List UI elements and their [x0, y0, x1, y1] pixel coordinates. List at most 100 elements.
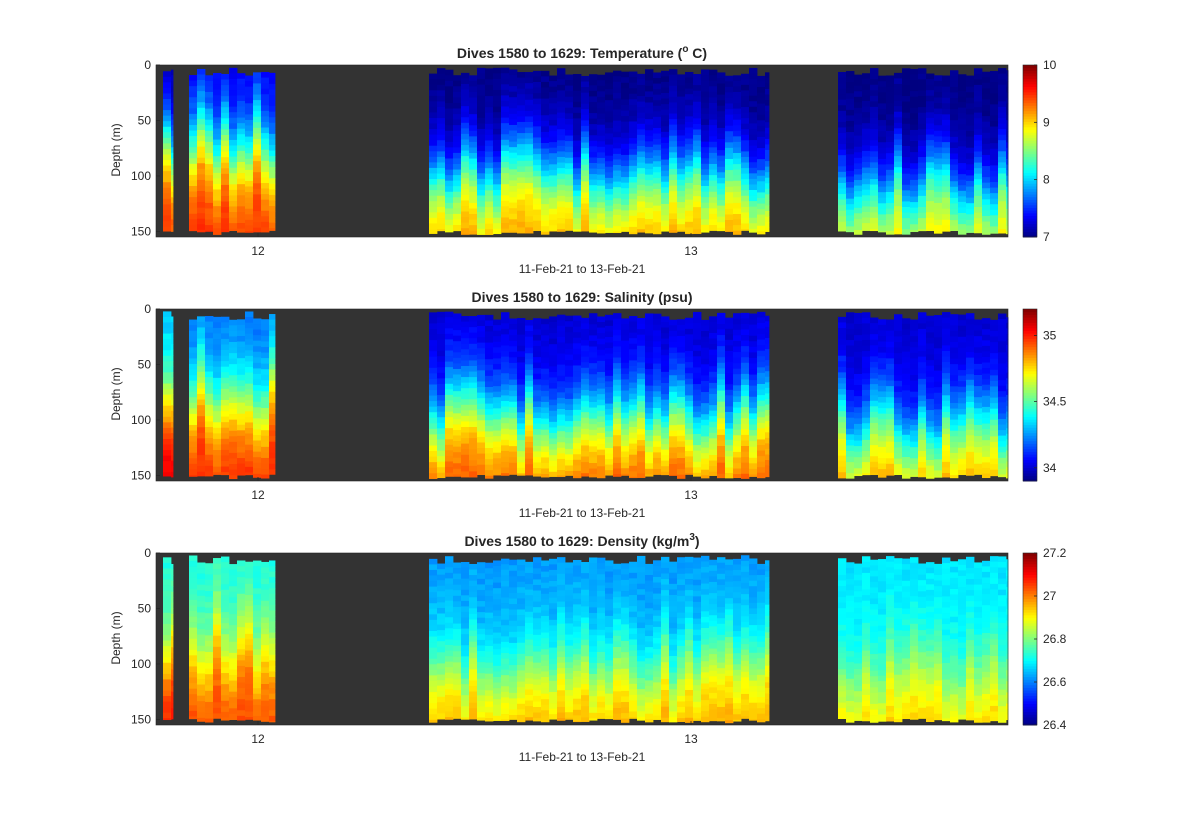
heatmap-cell [886, 164, 895, 171]
heatmap-cell [629, 88, 638, 95]
heatmap-cell [589, 140, 598, 147]
heatmap-cell [637, 473, 646, 478]
heatmap-cell [677, 347, 686, 353]
heatmap-cell [693, 146, 702, 153]
heatmap-cell [669, 325, 678, 332]
heatmap-cell [261, 413, 270, 420]
heatmap-cell [573, 343, 582, 350]
profile-column [846, 312, 855, 479]
heatmap-cell [253, 440, 262, 447]
heatmap-cell [733, 208, 742, 215]
heatmap-cell [485, 129, 494, 136]
heatmap-cell [701, 453, 710, 460]
heatmap-cell [846, 226, 855, 233]
heatmap-cell [229, 402, 238, 409]
heatmap-cell [171, 663, 174, 670]
heatmap-cell [565, 410, 574, 416]
heatmap-cell [870, 406, 879, 413]
heatmap-cell [757, 153, 766, 160]
heatmap-cell [581, 114, 590, 121]
profile-column [725, 317, 734, 479]
heatmap-cell [517, 166, 526, 173]
heatmap-cell [171, 125, 174, 132]
heatmap-cell [942, 142, 951, 149]
heatmap-cell [693, 417, 702, 424]
heatmap-cell [765, 376, 770, 383]
heatmap-cell [1006, 444, 1009, 451]
heatmap-cell [229, 464, 238, 470]
heatmap-cell [605, 464, 614, 471]
heatmap-cell [701, 441, 710, 448]
heatmap-cell [693, 107, 702, 114]
heatmap-cell [910, 68, 919, 75]
heatmap-cell [870, 84, 879, 91]
heatmap-cell [245, 230, 254, 233]
heatmap-cell [1006, 356, 1009, 363]
heatmap-cell [261, 227, 270, 233]
heatmap-cell [429, 401, 438, 408]
colorbar-step [1023, 65, 1037, 69]
profile-column [733, 75, 742, 235]
heatmap-cell [453, 114, 462, 120]
heatmap-cell [163, 226, 172, 232]
heatmap-cell [982, 334, 991, 341]
colorbar-step [1023, 429, 1037, 434]
x-tick-label: 12 [251, 244, 265, 258]
heatmap-cell [862, 340, 871, 346]
heatmap-cell [934, 108, 943, 115]
heatmap-cell [485, 475, 494, 479]
heatmap-cell [862, 373, 871, 380]
heatmap-cell [709, 219, 718, 226]
heatmap-cell [757, 203, 766, 210]
profile-column [838, 316, 847, 479]
heatmap-cell [581, 203, 590, 210]
heatmap-cell [613, 368, 622, 375]
heatmap-cell [581, 153, 590, 160]
heatmap-cell [221, 196, 230, 202]
heatmap-cell [693, 218, 702, 225]
heatmap-cell [998, 129, 1007, 136]
heatmap-cell [613, 115, 622, 122]
heatmap-cell [163, 400, 172, 407]
heatmap-cell [765, 471, 770, 478]
heatmap-cell [717, 473, 726, 479]
heatmap-cell [573, 118, 582, 125]
heatmap-cell [669, 347, 678, 354]
heatmap-cell [990, 408, 999, 415]
heatmap-cell [565, 218, 574, 225]
heatmap-cell [661, 333, 670, 340]
heatmap-cell [701, 458, 710, 465]
heatmap-cell [926, 217, 935, 224]
heatmap-cell [621, 77, 630, 84]
heatmap-cell [549, 208, 558, 215]
heatmap-cell [886, 474, 895, 476]
heatmap-cell [725, 92, 734, 99]
profile-column [163, 557, 172, 721]
heatmap-cell [974, 134, 983, 141]
heatmap-cell [453, 407, 462, 414]
heatmap-cell [171, 410, 174, 417]
heatmap-cell [565, 124, 574, 131]
heatmap-cell [565, 196, 574, 203]
heatmap-cell [517, 334, 526, 341]
heatmap-cell [870, 95, 879, 102]
heatmap-cell [253, 183, 262, 190]
heatmap-cell [501, 150, 510, 157]
heatmap-cell [589, 357, 598, 364]
heatmap-cell [461, 156, 470, 163]
heatmap-cell [565, 421, 574, 428]
heatmap-cell [461, 178, 470, 185]
heatmap-cell [261, 346, 270, 353]
heatmap-cell [645, 457, 654, 464]
heatmap-cell [589, 107, 598, 114]
heatmap-cell [541, 346, 550, 353]
heatmap-cell [221, 223, 230, 230]
heatmap-cell [926, 95, 935, 102]
heatmap-cell [629, 354, 638, 361]
heatmap-cell [171, 130, 174, 137]
heatmap-cell [237, 335, 246, 342]
colorbar-step [1023, 456, 1037, 460]
heatmap-cell [493, 363, 502, 370]
heatmap-cell [701, 80, 710, 87]
heatmap-cell [189, 130, 198, 137]
